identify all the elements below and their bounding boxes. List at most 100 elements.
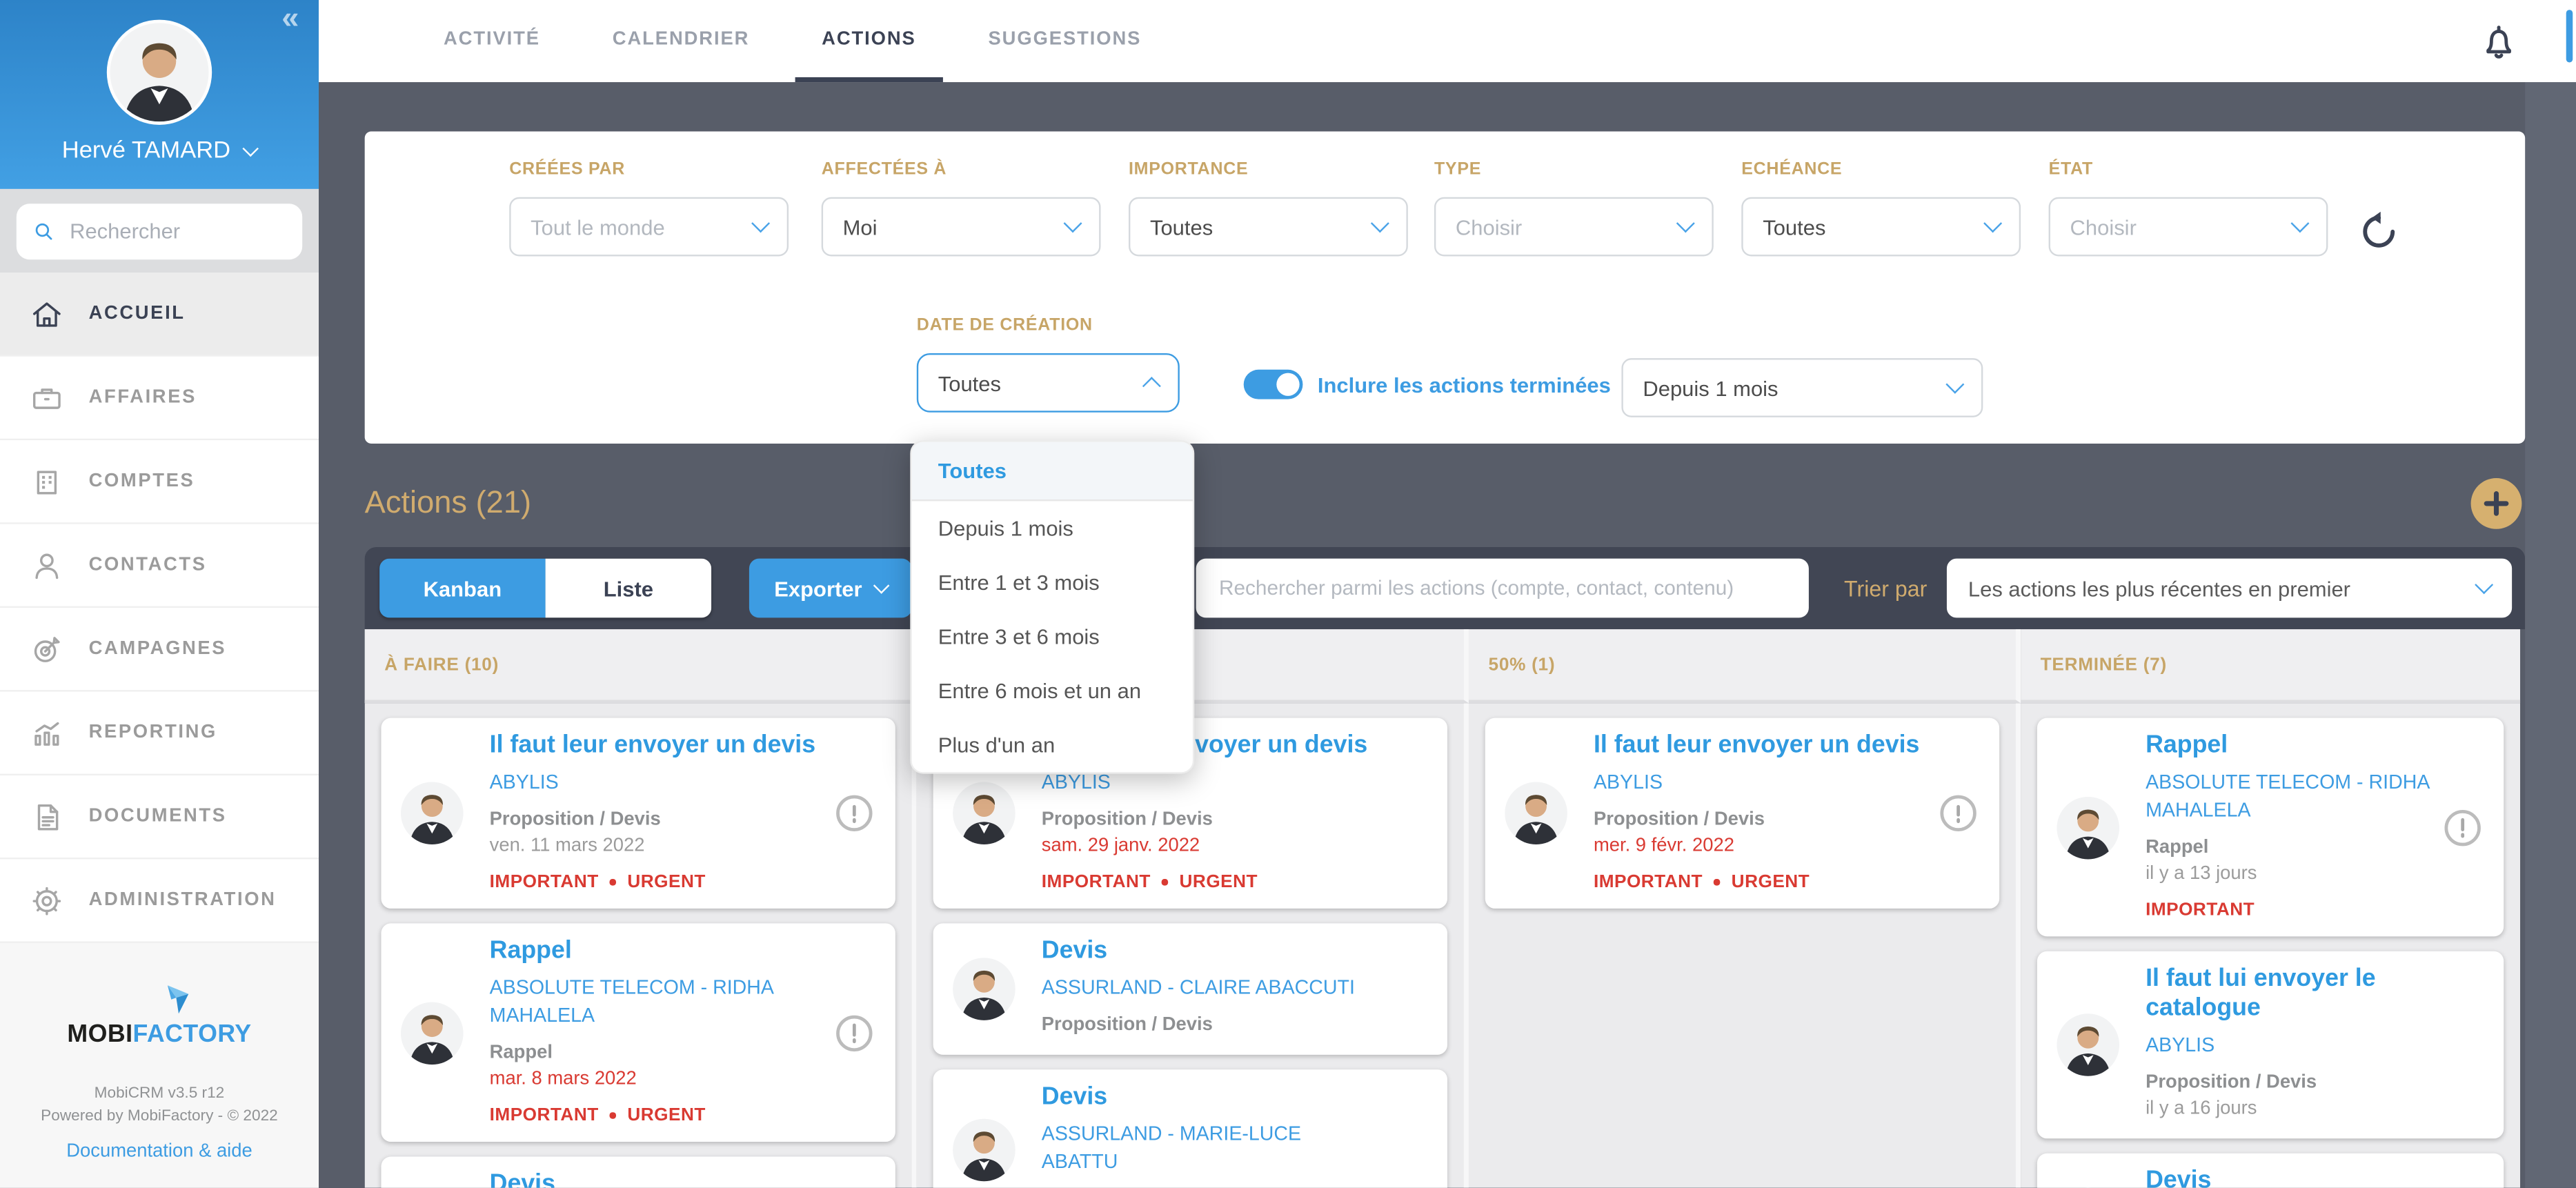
sort-select[interactable]: Les actions les plus récentes en premier: [1946, 558, 2513, 618]
filter-type-select[interactable]: Choisir: [1434, 197, 1714, 257]
card-title: Il faut leur envoyer un devis: [489, 731, 816, 760]
board-toolbar: Kanban Liste Exporter Trier par Les acti…: [364, 546, 2526, 630]
sidebar-item-comptes[interactable]: COMPTES: [0, 440, 319, 524]
card-type: Proposition / Devis: [1041, 810, 1213, 830]
card-date: il y a 13 jours: [2146, 864, 2257, 884]
done-range-select[interactable]: Depuis 1 mois: [1621, 358, 1983, 417]
card-account[interactable]: ABYLIS: [1041, 770, 1111, 794]
menu-option-entre-6-mois-et-un-an[interactable]: Entre 6 mois et un an: [938, 678, 1142, 704]
kanban-column-0pct: Il faut leur envoyer un devis ABYLIS Pro…: [916, 703, 1469, 1188]
card-account[interactable]: ABSOLUTE TELECOM - RIDHA MAHALELA: [2146, 770, 2429, 822]
scrollbar-thumb[interactable]: [2566, 10, 2573, 63]
card-type: Proposition / Devis: [489, 810, 661, 830]
tab-calendrier[interactable]: CALENDRIER: [612, 28, 750, 49]
kanban-column-a-faire: Il faut leur envoyer un devis ABYLIS Pro…: [364, 703, 917, 1188]
user-avatar[interactable]: [106, 19, 212, 125]
card-date: mar. 8 mars 2022: [489, 1069, 637, 1089]
actions-search-input[interactable]: [1216, 575, 1790, 602]
filter-label-affectees-a: AFFECTÉES À: [821, 159, 947, 179]
alert-icon: [2444, 809, 2481, 846]
collapse-sidebar-icon[interactable]: «: [281, 1, 299, 37]
menu-option-plus-d-un-an[interactable]: Plus d'un an: [938, 733, 1056, 758]
column-headers: À FAIRE (10) 0% (3) 50% (1) TERMINÉE (7): [364, 629, 2526, 704]
filter-etat-select[interactable]: Choisir: [2048, 197, 2328, 257]
export-button[interactable]: Exporter: [749, 558, 912, 618]
card-account[interactable]: ASSURLAND - CLAIRE ABACCUTI: [1041, 976, 1355, 999]
action-card[interactable]: Devis ASSURLAND - CLAIRE ABACCUTI Propos…: [933, 923, 1447, 1055]
action-card[interactable]: Il faut leur envoyer un devis ABYLIS Pro…: [1485, 717, 2000, 909]
action-card[interactable]: Devis ASSURLAND - MARIE-LUCE ABATTU Prop…: [933, 1069, 1447, 1188]
filter-label-date-creation: DATE DE CRÉATION: [916, 315, 1093, 335]
menu-option-entre-1-et-3-mois[interactable]: Entre 1 et 3 mois: [938, 570, 1100, 595]
chevron-down-icon: [243, 139, 259, 157]
avatar: [2057, 795, 2119, 859]
dot-separator: [1714, 879, 1721, 885]
filter-echeance-select[interactable]: Toutes: [1741, 197, 2021, 257]
sidebar-item-administration[interactable]: ADMINISTRATION: [0, 859, 319, 943]
person-icon: [35, 553, 59, 578]
action-card[interactable]: Rappel ABSOLUTE TELECOM - RIDHA MAHALELA…: [2037, 717, 2504, 937]
reset-filters-button[interactable]: [2356, 208, 2402, 255]
briefcase-icon: [32, 388, 61, 408]
sidebar-item-affaires[interactable]: AFFAIRES: [0, 356, 319, 441]
app-version: MobiCRM v3.5 r12: [94, 1084, 225, 1102]
tab-activite[interactable]: ACTIVITÉ: [443, 28, 540, 49]
filter-crees-par-select[interactable]: Tout le monde: [509, 197, 789, 257]
action-card[interactable]: Il faut lui envoyer le catalogue ABYLIS …: [2037, 951, 2504, 1139]
action-card[interactable]: Devis 2SAMSI Proposition / Devis: [2037, 1153, 2504, 1188]
sidebar-item-label: ACCUEIL: [88, 304, 186, 324]
sidebar-search-input[interactable]: [66, 217, 286, 245]
notifications-bell-icon[interactable]: [2477, 20, 2520, 63]
badge-important: IMPORTANT: [489, 872, 599, 893]
documentation-link[interactable]: Documentation & aide: [66, 1142, 252, 1162]
mobifactory-bird-icon: [167, 985, 189, 1014]
menu-option-entre-3-et-6-mois[interactable]: Entre 3 et 6 mois: [938, 624, 1100, 649]
card-date: mer. 9 févr. 2022: [1593, 836, 1734, 856]
card-account[interactable]: ABSOLUTE TELECOM - RIDHA MAHALELA: [489, 976, 773, 1027]
menu-option-toutes[interactable]: Toutes: [911, 442, 1193, 502]
tab-suggestions[interactable]: SUGGESTIONS: [988, 28, 1142, 49]
user-menu[interactable]: Hervé TAMARD: [0, 138, 319, 164]
sidebar-item-label: AFFAIRES: [88, 388, 197, 408]
view-switcher: Kanban Liste: [379, 558, 712, 618]
alert-icon: [836, 1014, 873, 1051]
action-card[interactable]: Devis 2SAMSI: [381, 1156, 895, 1188]
sidebar-item-reporting[interactable]: REPORTING: [0, 691, 319, 776]
top-tab-bar: ACTIVITÉ CALENDRIER ACTIONS SUGGESTIONS: [318, 0, 2576, 83]
tab-actions[interactable]: ACTIONS: [795, 0, 942, 83]
view-kanban-button[interactable]: Kanban: [379, 558, 546, 618]
sidebar: « Hervé TAMARD ACCUEIL AFFAIRES: [0, 0, 319, 1188]
card-type: Proposition / Devis: [2146, 1073, 2317, 1093]
sidebar-item-campagnes[interactable]: CAMPAGNES: [0, 608, 319, 692]
action-card[interactable]: Il faut leur envoyer un devis ABYLIS Pro…: [381, 717, 895, 909]
card-account[interactable]: ABYLIS: [489, 770, 559, 794]
sidebar-item-contacts[interactable]: CONTACTS: [0, 524, 319, 608]
sidebar-footer: MOBIFACTORY MobiCRM v3.5 r12 Powered by …: [0, 942, 319, 1188]
card-title: Devis: [1041, 1082, 1108, 1111]
filter-affectees-a-select[interactable]: Moi: [821, 197, 1101, 257]
action-card[interactable]: Rappel ABSOLUTE TELECOM - RIDHA MAHALELA…: [381, 923, 895, 1142]
sidebar-item-label: ADMINISTRATION: [88, 890, 277, 911]
dot-separator: [1162, 879, 1168, 885]
sidebar-item-documents[interactable]: DOCUMENTS: [0, 775, 319, 860]
card-type: Rappel: [489, 1043, 553, 1063]
page-scrollbar[interactable]: [2525, 82, 2576, 1188]
card-title: Il faut lui envoyer le catalogue: [2146, 964, 2376, 1022]
view-liste-button[interactable]: Liste: [545, 558, 712, 618]
menu-option-depuis-1-mois[interactable]: Depuis 1 mois: [938, 515, 1073, 541]
sidebar-search-box[interactable]: [16, 203, 303, 259]
search-icon: [35, 222, 52, 239]
chevron-down-icon: [1370, 214, 1389, 233]
card-account[interactable]: ABYLIS: [1593, 770, 1663, 794]
add-action-button[interactable]: [2470, 477, 2522, 529]
include-done-toggle[interactable]: [1243, 369, 1303, 399]
card-type: Proposition / Devis: [1593, 810, 1765, 830]
filter-label-etat: ÉTAT: [2048, 159, 2094, 179]
avatar: [1505, 782, 1567, 845]
card-account[interactable]: ABYLIS: [2146, 1033, 2215, 1057]
filter-importance-select[interactable]: Toutes: [1129, 197, 1408, 257]
chevron-down-icon: [1063, 214, 1082, 233]
card-account[interactable]: ASSURLAND - MARIE-LUCE ABATTU: [1041, 1122, 1302, 1174]
sidebar-item-accueil[interactable]: ACCUEIL: [0, 273, 319, 357]
date-creation-select[interactable]: Toutes: [916, 353, 1180, 413]
